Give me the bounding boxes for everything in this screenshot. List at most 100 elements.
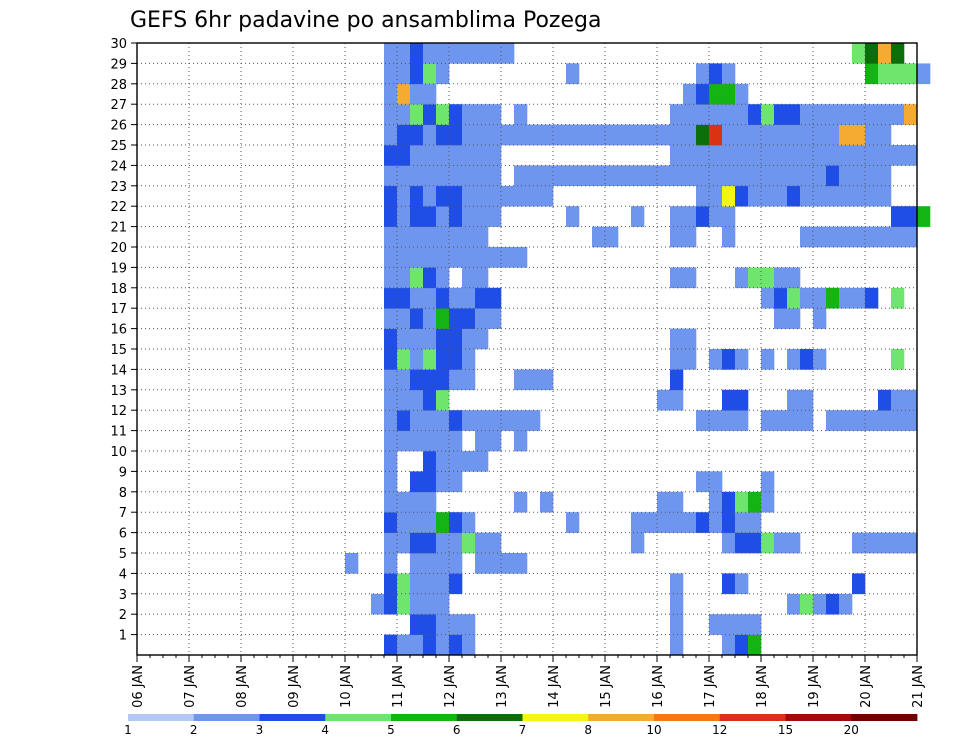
colorbar-label: 12 xyxy=(712,723,727,737)
y-tick-label: 29 xyxy=(110,57,127,72)
heatmap-cell xyxy=(397,165,411,187)
heatmap-cell xyxy=(800,287,814,309)
heatmap-cell xyxy=(436,165,450,187)
heatmap-cell xyxy=(527,124,541,146)
heatmap-cell xyxy=(813,165,827,187)
heatmap-cell xyxy=(371,593,385,615)
y-tick-label: 22 xyxy=(110,200,127,215)
heatmap-cell xyxy=(397,185,411,207)
heatmap-cell xyxy=(683,267,697,289)
heatmap-cell xyxy=(384,369,398,391)
heatmap-cell xyxy=(488,206,502,227)
heatmap-cell xyxy=(410,145,424,166)
heatmap-cell xyxy=(501,247,515,268)
heatmap-cell xyxy=(462,328,476,350)
colorbar: 1 2 3 4 5 6 7 8 10 12 15 20 xyxy=(124,714,918,737)
y-tick-label: 1 xyxy=(119,629,127,644)
heatmap-cell xyxy=(514,185,528,207)
heatmap-cell xyxy=(865,532,879,554)
heatmap-cell xyxy=(475,308,489,329)
heatmap-cell xyxy=(436,287,450,309)
heatmap-cell xyxy=(384,267,398,289)
heatmap-cell xyxy=(410,553,424,574)
heatmap-cell xyxy=(722,491,736,513)
heatmap-cell xyxy=(735,491,749,513)
heatmap-cell xyxy=(813,308,827,329)
heatmap-cell xyxy=(787,308,801,329)
heatmap-cell xyxy=(852,573,866,595)
heatmap-cell xyxy=(423,593,437,615)
heatmap-cell xyxy=(852,104,866,125)
colorbar-segment xyxy=(522,714,589,721)
heatmap-cell xyxy=(475,532,489,554)
heatmap-cell xyxy=(735,83,749,105)
heatmap-cell xyxy=(696,165,710,187)
heatmap-cell xyxy=(423,247,437,268)
heatmap-cell xyxy=(865,145,879,166)
heatmap-cell xyxy=(709,614,723,635)
y-tick-label: 17 xyxy=(110,302,127,317)
heatmap-cell xyxy=(397,206,411,227)
x-tick-label: 16 JAN xyxy=(651,665,666,708)
heatmap-cell xyxy=(410,308,424,329)
heatmap-cell xyxy=(462,43,476,64)
heatmap-cell xyxy=(475,104,489,125)
x-tick-label: 17 JAN xyxy=(703,665,718,708)
heatmap-cell xyxy=(891,43,905,64)
heatmap-cell xyxy=(410,573,424,595)
heatmap-cell xyxy=(722,165,736,187)
heatmap-cell xyxy=(592,124,606,146)
heatmap-cell xyxy=(722,83,736,105)
heatmap-cell xyxy=(384,104,398,125)
heatmap-cell xyxy=(449,410,463,431)
heatmap-cell xyxy=(748,124,762,146)
heatmap-cell xyxy=(709,104,723,125)
heatmap-cell xyxy=(462,104,476,125)
heatmap-cell xyxy=(397,389,411,411)
y-tick-label: 19 xyxy=(110,261,127,276)
heatmap-cell xyxy=(436,430,450,452)
heatmap-cell xyxy=(670,491,684,513)
heatmap-cell xyxy=(735,145,749,166)
heatmap-cell xyxy=(423,614,437,635)
heatmap-cell xyxy=(475,553,489,574)
heatmap-cell xyxy=(865,104,879,125)
heatmap-cell xyxy=(735,165,749,187)
heatmap-cell xyxy=(384,287,398,309)
heatmap-cell xyxy=(488,145,502,166)
heatmap-cell xyxy=(553,165,567,187)
heatmap-cell xyxy=(878,185,892,207)
heatmap-cell xyxy=(787,532,801,554)
heatmap-cell xyxy=(410,104,424,125)
heatmap-cell xyxy=(696,145,710,166)
heatmap-cell xyxy=(384,63,398,85)
heatmap-cell xyxy=(826,165,840,187)
heatmap-cell xyxy=(566,63,580,85)
colorbar-segment xyxy=(654,714,721,721)
heatmap-cell xyxy=(761,349,775,370)
y-tick-label: 5 xyxy=(119,547,127,562)
heatmap-cell xyxy=(436,471,450,493)
heatmap-cell xyxy=(774,124,788,146)
heatmap-cell xyxy=(384,573,398,595)
heatmap-cell xyxy=(774,287,788,309)
heatmap-cell xyxy=(423,185,437,207)
heatmap-cell xyxy=(397,532,411,554)
heatmap-cell xyxy=(449,328,463,350)
heatmap-cell xyxy=(865,226,879,248)
x-tick-label: 06 JAN xyxy=(131,665,146,708)
heatmap-cell xyxy=(540,165,554,187)
heatmap-cell xyxy=(462,410,476,431)
heatmap-cell xyxy=(696,185,710,207)
heatmap-cell xyxy=(488,43,502,64)
heatmap-cell xyxy=(891,410,905,431)
heatmap-cell xyxy=(774,185,788,207)
heatmap-cell xyxy=(813,349,827,370)
heatmap-cell xyxy=(800,226,814,248)
heatmap-cell xyxy=(384,308,398,329)
heatmap-cell xyxy=(657,124,671,146)
heatmap-cell xyxy=(670,328,684,350)
heatmap-cell xyxy=(462,349,476,370)
heatmap-cell xyxy=(410,206,424,227)
heatmap-cell xyxy=(787,145,801,166)
